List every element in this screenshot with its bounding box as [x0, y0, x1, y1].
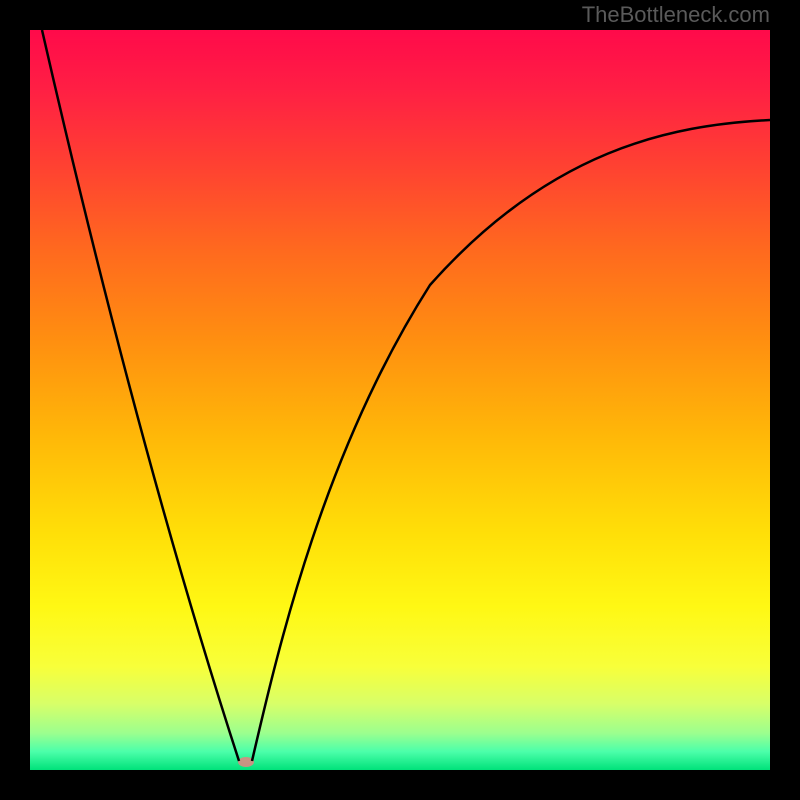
watermark-text: TheBottleneck.com	[582, 2, 770, 28]
plot-svg	[30, 30, 770, 770]
frame-border-left	[0, 0, 30, 800]
frame-border-bottom	[0, 770, 800, 800]
frame-border-right	[770, 0, 800, 800]
plot-area	[30, 30, 770, 770]
gradient-background	[30, 30, 770, 770]
chart-container: TheBottleneck.com	[0, 0, 800, 800]
